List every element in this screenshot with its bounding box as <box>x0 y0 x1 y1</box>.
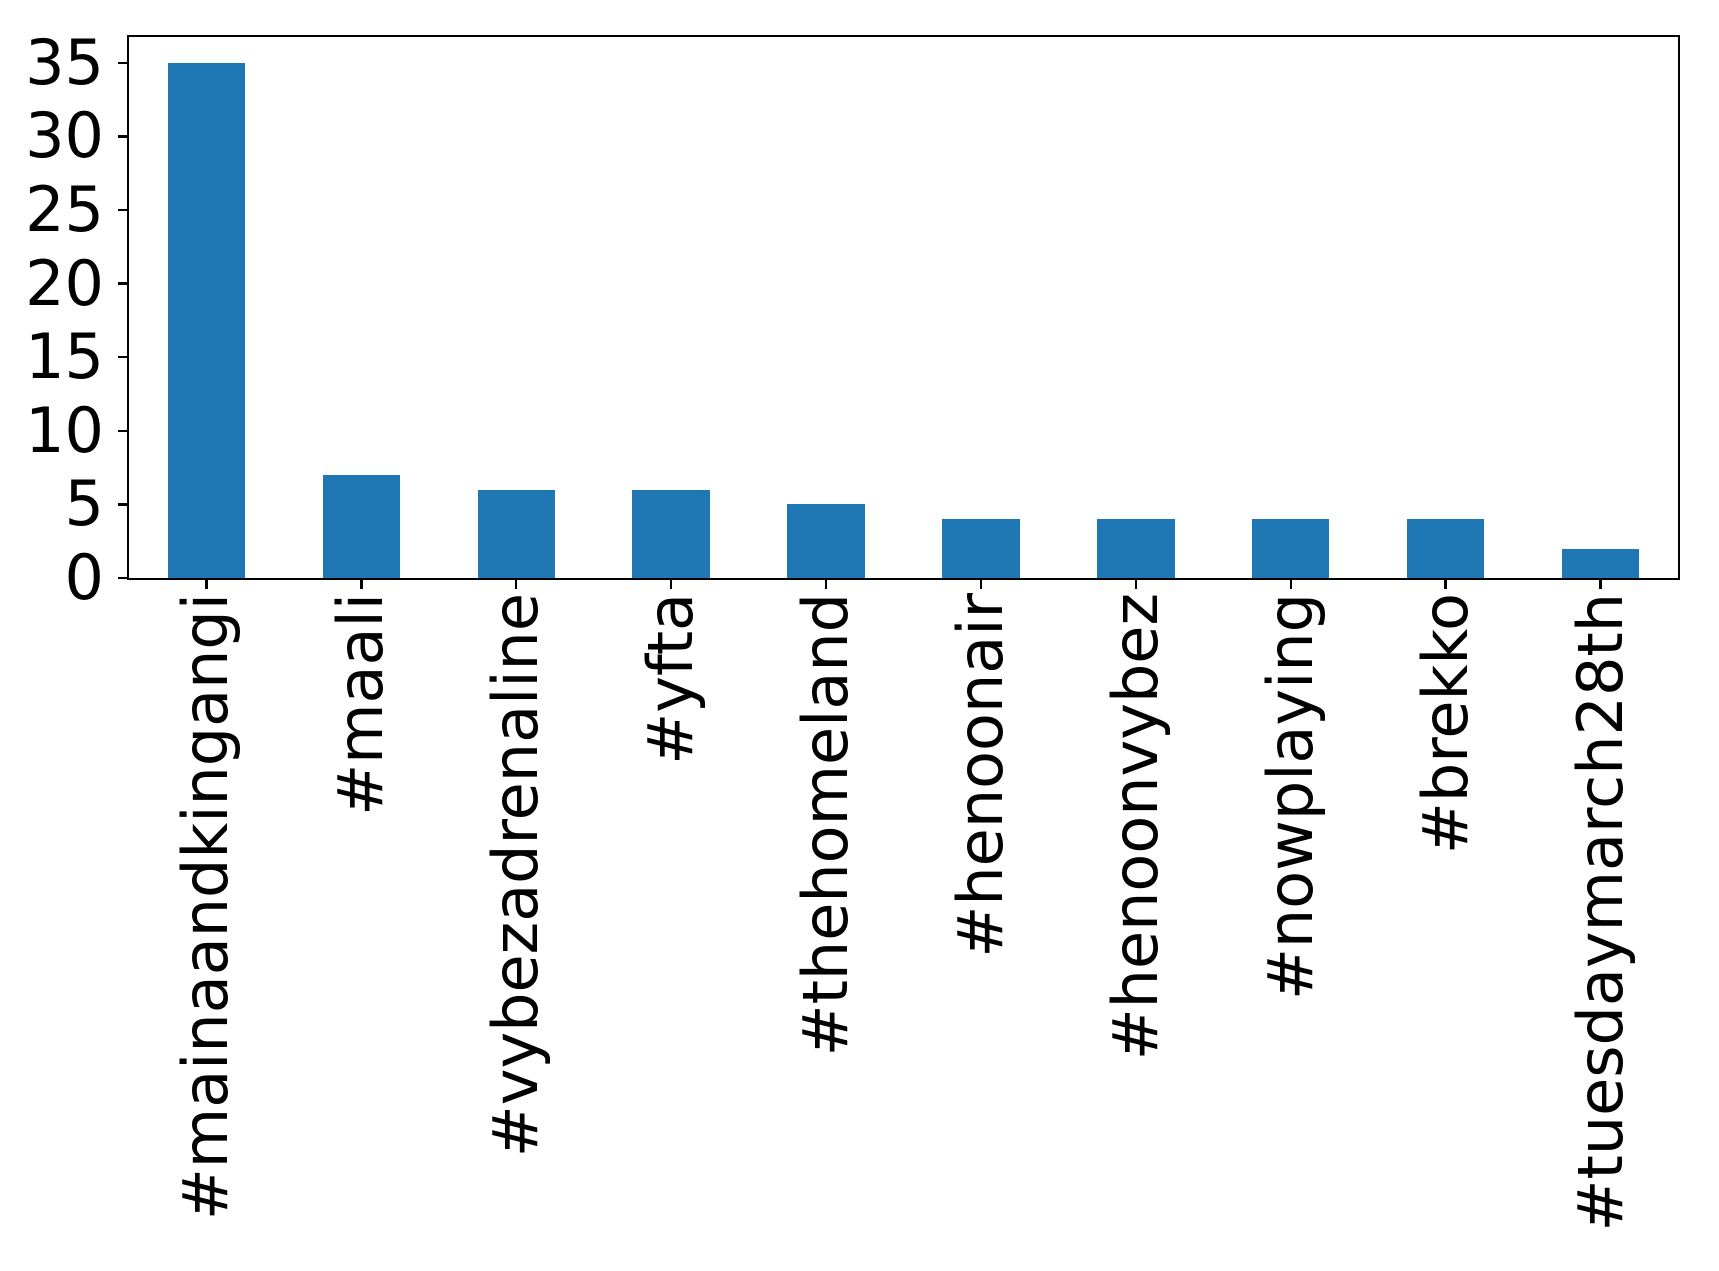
x-axis-tick-label: #henoonair <box>943 593 1017 958</box>
x-axis-tick-label: #thehomeland <box>789 593 863 1057</box>
bar-mainaandkingangi <box>167 62 246 578</box>
y-axis-tick-label: 20 <box>25 246 104 320</box>
y-axis-tick-mark <box>118 576 129 580</box>
y-axis-tick-mark <box>118 61 129 64</box>
x-axis-tick-label: #nowplaying <box>1253 593 1327 1001</box>
x-axis-tick-mark <box>1134 578 1138 589</box>
x-axis-tick-mark <box>360 578 363 589</box>
x-axis-tick-mark <box>1444 578 1447 589</box>
bar-maali <box>322 474 401 578</box>
y-axis-tick-label: 10 <box>25 393 104 467</box>
bar-vybezadrenaline <box>477 489 555 578</box>
y-axis-tick-mark <box>118 355 129 359</box>
y-axis-tick-mark <box>118 282 129 285</box>
bar-henoonvybez <box>1097 519 1175 578</box>
y-axis-tick-mark <box>118 503 129 506</box>
x-axis-tick-label: #maali <box>324 593 398 816</box>
bar-thehomeland <box>787 504 865 578</box>
bar-yfta <box>632 489 710 578</box>
x-axis-tick-label: #yfta <box>634 593 708 765</box>
y-axis-tick-label: 5 <box>64 467 104 541</box>
y-axis-tick-label: 35 <box>25 25 104 99</box>
x-axis-tick-mark <box>205 578 208 589</box>
x-axis-tick-label: #henoonvybez <box>1098 593 1172 1061</box>
bar-brekko <box>1406 519 1485 578</box>
bar-tuesdaymarch28th <box>1561 548 1640 578</box>
x-axis-tick-mark <box>979 578 983 589</box>
y-axis-tick-label: 30 <box>25 99 104 173</box>
x-axis-tick-label: #mainaandkingangi <box>169 593 243 1221</box>
x-axis-tick-mark <box>824 578 828 589</box>
x-axis-tick-mark <box>669 578 673 589</box>
y-axis-tick-label: 15 <box>25 320 104 394</box>
y-axis-tick-mark <box>118 135 129 138</box>
y-axis-tick-label: 0 <box>64 541 104 614</box>
x-axis-tick-label: #tuesdaymarch28th <box>1563 593 1637 1232</box>
bar-henoonair <box>942 519 1020 578</box>
x-axis-tick-label: #vybezadrenaline <box>479 593 553 1158</box>
x-axis-tick-mark <box>515 578 518 589</box>
y-axis-tick-mark <box>118 208 129 212</box>
y-axis-tick-label: 25 <box>25 172 104 246</box>
x-axis-tick-mark <box>1289 578 1292 589</box>
y-axis-tick-mark <box>118 429 129 432</box>
bar-nowplaying <box>1252 519 1330 578</box>
plot-area <box>127 35 1680 580</box>
x-axis-tick-mark <box>1599 578 1602 589</box>
x-axis-tick-label: #brekko <box>1408 593 1482 855</box>
